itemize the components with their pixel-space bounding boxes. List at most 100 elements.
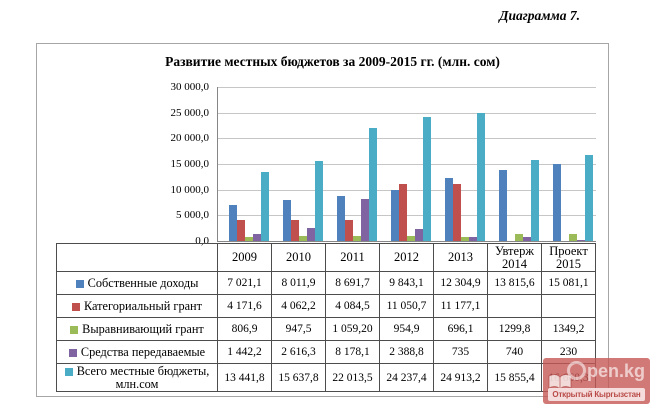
table-value-cell: 24 913,2 — [433, 363, 488, 392]
y-axis-tick-label: 15 000,0 — [170, 158, 210, 170]
gridline — [218, 190, 596, 191]
bar-Проект 2015-s5 — [585, 155, 593, 241]
bar-2012-s2 — [399, 184, 407, 241]
watermark-caption: Открытый Кыргызстан — [548, 388, 645, 401]
legend-swatch-icon — [75, 279, 84, 288]
table-value-cell: 947,5 — [271, 317, 326, 341]
bar-2009-s5 — [261, 172, 269, 241]
category-header-cell: 2009 — [217, 243, 272, 272]
table-value-cell: 696,1 — [433, 317, 488, 341]
legend-swatch-icon — [71, 302, 80, 311]
bar-2009-s2 — [237, 220, 245, 241]
bar-Проект 2015-s1 — [553, 164, 561, 241]
bar-2012-s4 — [415, 229, 423, 241]
bar-Проект 2015-s3 — [569, 234, 577, 241]
table-value-cell: 9 843,1 — [379, 271, 434, 295]
table-value-cell: 806,9 — [217, 317, 272, 341]
table-corner-cell — [56, 243, 218, 272]
bar-Увтерж 2014-s3 — [515, 234, 523, 241]
table-value-cell: 740 — [487, 340, 542, 364]
table-value-cell: 7 021,1 — [217, 271, 272, 295]
table-value-cell: 1299,8 — [487, 317, 542, 341]
table-row: Выравнивающий грант 806,9 947,5 1 059,20 954… — [56, 317, 596, 341]
gridline — [218, 87, 596, 88]
bar-Увтерж 2014-s5 — [531, 160, 539, 241]
bar-2011-s3 — [353, 236, 361, 241]
bar-2010-s2 — [291, 220, 299, 241]
table-value-cell: 13 441,8 — [217, 363, 272, 392]
series-label-cell: Категориальный грант — [56, 294, 218, 318]
table-value-cell: 24 237,4 — [379, 363, 434, 392]
gridline — [218, 138, 596, 139]
table-value-cell: 13 815,6 — [487, 271, 542, 295]
y-axis-tick-label: 10 000,0 — [170, 184, 210, 196]
bar-2011-s5 — [369, 128, 377, 241]
category-header-cell: 2012 — [379, 243, 434, 272]
diagram-caption: Диаграмма 7. — [499, 8, 580, 23]
y-axis-tick-label: 25 000,0 — [170, 107, 210, 119]
bar-Проект 2015-s4 — [577, 240, 585, 241]
bar-2009-s4 — [253, 234, 261, 241]
y-axis-tick-label: 30 000,0 — [170, 81, 210, 93]
bar-2010-s4 — [307, 228, 315, 241]
bar-2011-s2 — [345, 220, 353, 241]
y-axis-tick-label: 5 000,0 — [176, 209, 209, 221]
y-axis-tick-label: 20 000,0 — [170, 132, 210, 144]
watermark-openkg: pen.kg Открытый Кыргызстан — [543, 358, 650, 404]
table-value-cell: 4 171,6 — [217, 294, 272, 318]
gridline — [218, 164, 596, 165]
category-header-cell: 2010 — [271, 243, 326, 272]
legend-swatch-icon — [68, 348, 77, 357]
table-row: Средства передаваемые 1 442,2 2 616,3 8 178… — [56, 340, 596, 364]
legend-swatch-icon — [70, 325, 79, 334]
table-value-cell: 4 062,2 — [271, 294, 326, 318]
data-table: 2009 2010 2011 2012 2013 Увтерж 2014 Проект 20… — [56, 243, 596, 392]
bar-2009-s1 — [229, 205, 237, 241]
bar-2012-s5 — [423, 117, 431, 241]
table-value-cell: 4 084,5 — [325, 294, 380, 318]
bar-2009-s3 — [245, 237, 253, 241]
category-header-cell: Проект 2015 — [541, 243, 596, 272]
table-value-cell: 15 637,8 — [271, 363, 326, 392]
table-value-cell: 8 178,1 — [325, 340, 380, 364]
table-value-cell: 15 855,4 — [487, 363, 542, 392]
bar-2013-s4 — [469, 237, 477, 241]
table-value-cell: 11 050,7 — [379, 294, 434, 318]
table-row: Всего местные бюджеты, млн.сом 13 441,8 15… — [56, 363, 596, 392]
table-value-cell: 22 013,5 — [325, 363, 380, 392]
category-header-cell: 2011 — [325, 243, 380, 272]
bar-2010-s1 — [283, 200, 291, 241]
legend-swatch-icon — [64, 368, 73, 376]
logo-ring-icon — [566, 361, 586, 380]
series-label-cell: Выравнивающий грант — [56, 317, 218, 341]
gridline — [218, 113, 596, 114]
gridline — [218, 215, 596, 216]
bar-2013-s1 — [445, 178, 453, 241]
table-value-cell — [487, 294, 542, 318]
bar-2013-s2 — [453, 184, 461, 241]
table-value-cell: 11 177,1 — [433, 294, 488, 318]
bar-2012-s3 — [407, 236, 415, 241]
table-value-cell: 1 442,2 — [217, 340, 272, 364]
table-value-cell: 1349,2 — [541, 317, 596, 341]
chart-title: Развитие местных бюджетов за 2009-2015 г… — [165, 54, 500, 69]
category-header-cell: 2013 — [433, 243, 488, 272]
chart-frame: Развитие местных бюджетов за 2009-2015 г… — [36, 43, 609, 397]
series-label-cell: Собственные доходы — [56, 271, 218, 295]
table-row: Категориальный грант 4 171,6 4 062,2 4 084,… — [56, 294, 596, 318]
bar-2011-s1 — [337, 196, 345, 241]
bar-Увтерж 2014-s4 — [523, 237, 531, 241]
table-value-cell: 12 304,9 — [433, 271, 488, 295]
series-label-cell: Всего местные бюджеты, млн.сом — [56, 363, 218, 392]
table-value-cell: 735 — [433, 340, 488, 364]
watermark-site-text: pen.kg — [566, 361, 645, 381]
category-header-cell: Увтерж 2014 — [487, 243, 542, 272]
series-label-cell: Средства передаваемые — [56, 340, 218, 364]
table-value-cell: 2 388,8 — [379, 340, 434, 364]
bar-2010-s5 — [315, 161, 323, 241]
table-value-cell: 1 059,20 — [325, 317, 380, 341]
table-row: Собственные доходы 7 021,1 8 011,9 8 691,7 9… — [56, 271, 596, 295]
bar-2013-s5 — [477, 113, 485, 241]
bar-Увтерж 2014-s1 — [499, 170, 507, 241]
